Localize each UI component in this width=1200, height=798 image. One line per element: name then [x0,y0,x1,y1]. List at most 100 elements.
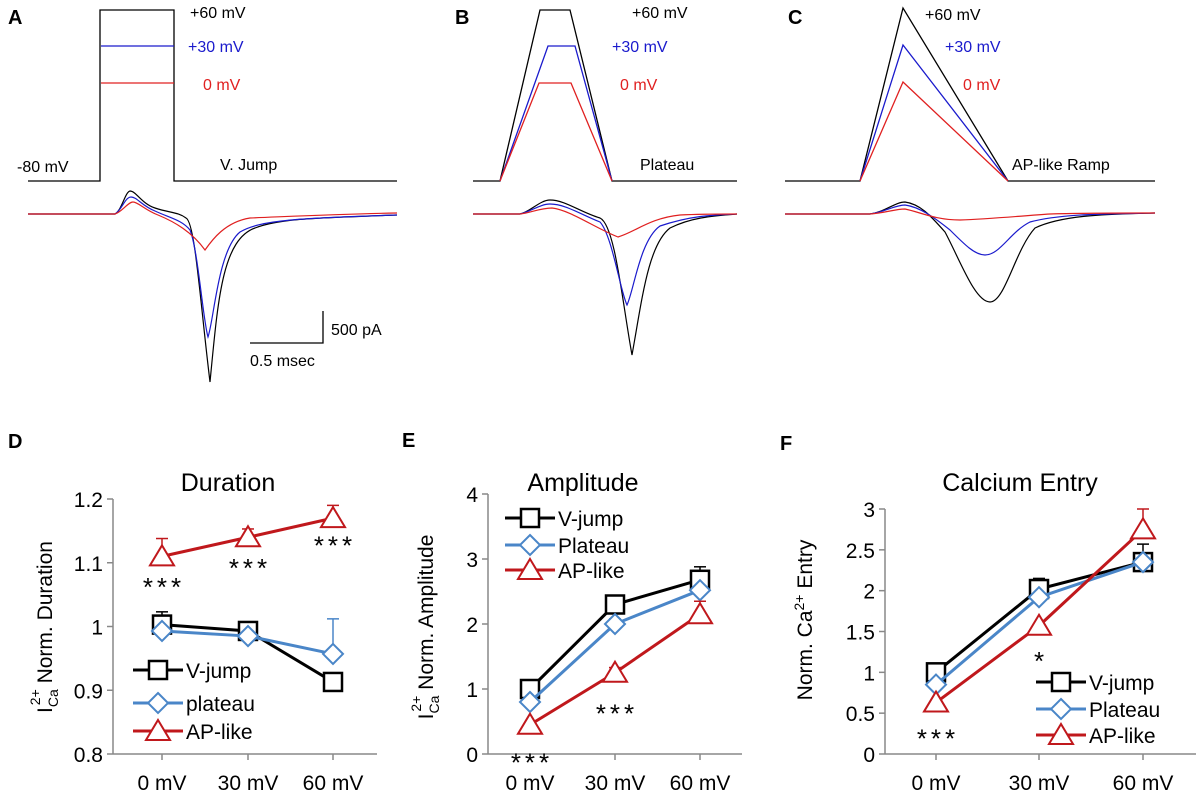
voltage-ramp-0 [859,80,1009,182]
y-axis-label: ICa2+ Norm. Duration [27,541,61,713]
level-label-0: 0 mV [203,77,241,94]
legend-item: Plateau [1036,697,1160,722]
y-tick-label: 0.8 [74,744,103,767]
square-marker [519,507,541,529]
voltage-ramp-60 [785,6,1155,182]
scale-bar [250,311,324,344]
panel-letter: E [402,430,415,452]
panel-a: A +60 mV +30 mV 0 mV -80 mV V. Jump 500 … [8,5,398,383]
square-marker [604,594,626,615]
y-tick-label: 3 [863,499,875,522]
y-tick-label: 1 [91,617,103,640]
y-axis-label-sub: Ca [426,695,442,713]
series-ap-like [148,504,347,567]
level-label-60: +60 mV [190,5,246,22]
series-plateau [518,578,712,714]
current-trace-30 [28,196,398,339]
y-tick-label: 1 [863,662,875,685]
series-ap-like [516,600,714,735]
significance-marker: *** [511,747,553,777]
legend-label: Plateau [1089,699,1160,722]
y-axis-label-rest: Entry [794,539,817,594]
current-trace-60 [28,190,398,383]
significance-marker: *** [596,699,638,729]
x-tick-label: 60 mV [303,772,364,795]
y-tick-label: 0.5 [846,703,875,726]
panel-c: C +60 mV +30 mV 0 mV AP-like Ramp [785,6,1156,303]
y-tick-label: 1.1 [74,553,103,576]
y-tick-label: 2 [863,581,875,604]
y-tick-label: 2 [466,614,478,637]
diamond-marker [146,691,170,715]
x-tick-label: 60 mV [670,772,731,795]
current-trace-0 [785,208,1156,221]
legend-label: Plateau [558,535,629,558]
triangle-marker [1129,516,1157,540]
legend-item: AP-like [1036,722,1156,748]
legend-label: AP-like [558,560,625,583]
diamond-marker [321,642,345,666]
x-tick-label: 0 mV [505,772,554,795]
voltage-plateau-60 [473,9,737,182]
diamond-marker [518,533,542,557]
triangle-marker [922,689,950,713]
panel-letter-c: C [788,7,802,29]
chart-title: Calcium Entry [942,469,1098,497]
triangle-marker [144,718,172,741]
triangle-marker [234,524,262,548]
level-label-0: 0 mV [620,77,658,94]
y-axis-label-rest: Norm. Amplitude [415,535,438,696]
protocol-label-a: V. Jump [220,157,277,174]
current-trace-30 [785,204,1156,256]
y-axis-label-main: I [415,714,438,720]
y-axis-label: Norm. Ca2+ Entry [791,539,817,700]
y-axis-label-sup: 2+ [791,595,807,611]
level-label-30: +30 mV [188,39,244,56]
level-label-60: +60 mV [632,5,688,22]
chart-f: F Calcium Entry Norm. Ca2+ Entry 0 0.5 1 1.5 2 2… [780,433,1196,795]
legend-item: plateau [133,691,255,716]
current-trace-0 [28,201,398,252]
current-trace-0 [473,207,738,238]
legend-item: Plateau [505,533,629,558]
level-label-60: +60 mV [925,7,981,24]
y-tick-label: 1.5 [846,622,875,645]
significance-marker: *** [314,530,356,560]
legend-label: V-jump [558,508,623,531]
legend-item: AP-like [133,718,253,744]
y-tick-label: 3 [466,549,478,572]
y-tick-label: 4 [466,484,478,507]
diamond-marker [688,578,712,602]
triangle-marker [319,505,347,529]
current-trace-30 [473,203,738,307]
level-label-0: 0 mV [963,77,1001,94]
scale-time-label: 0.5 msec [250,353,315,370]
y-tick-label: 0 [863,744,875,767]
square-marker [322,671,344,693]
legend-item: V-jump [1036,671,1154,695]
y-tick-label: 2.5 [846,540,875,563]
chart-title: Duration [181,469,276,497]
legend-label: AP-like [1089,725,1156,748]
y-axis-label-rest: Norm. Duration [34,541,57,689]
panel-letter-a: A [8,7,22,29]
current-trace-60 [785,201,1156,303]
y-axis-label-main: I [34,707,57,713]
panel-letter: D [8,431,22,453]
y-tick-label: 1 [466,679,478,702]
diamond-marker [150,619,174,643]
panel-letter-b: B [455,7,469,29]
level-label-30: +30 mV [945,39,1001,56]
chart-e: E Amplitude ICa2+ Norm. Amplitude 0 1 2 3 4 0 mV… [402,430,742,795]
diamond-marker [1131,550,1155,574]
voltage-step-60 [28,9,397,182]
diamond-marker [236,624,260,648]
y-tick-label: 1.2 [74,489,103,512]
y-tick-label: 0.9 [74,680,103,703]
protocol-label-c: AP-like Ramp [1012,157,1110,174]
y-axis-label-sup: 2+ [408,696,424,712]
triangle-marker [1025,612,1053,636]
triangle-marker [516,711,544,735]
voltage-ramp-30 [859,43,1009,182]
